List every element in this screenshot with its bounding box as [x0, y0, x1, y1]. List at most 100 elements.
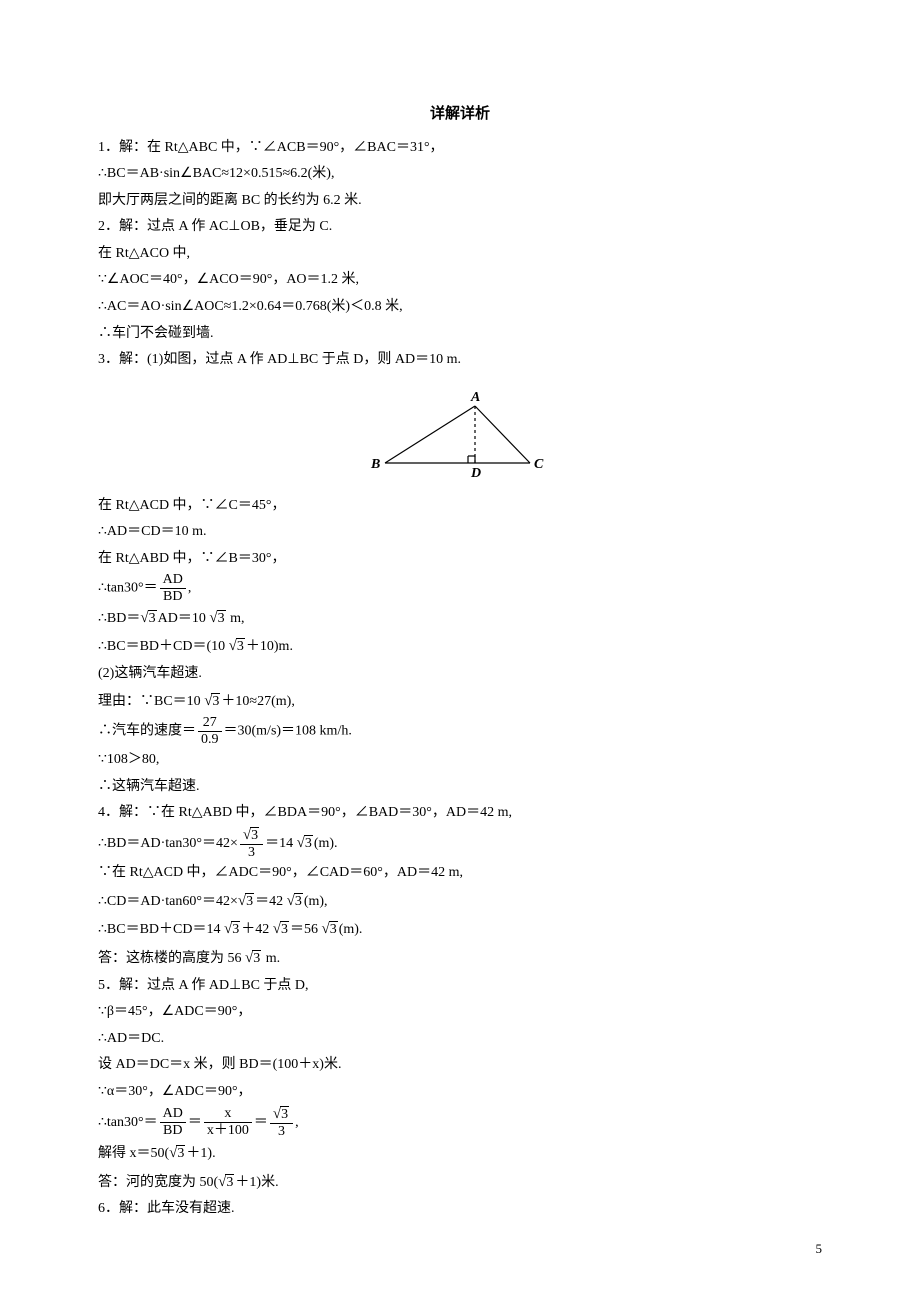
text: 1．解：在 Rt△ABC 中，∵∠ACB＝90°，∠BAC＝31°， — [98, 140, 444, 155]
sqrt-icon: √3 — [204, 687, 220, 716]
text: ∴tan30°＝ — [98, 1114, 158, 1129]
denominator: x＋100 — [204, 1123, 252, 1138]
text: ∴BD＝ — [98, 611, 140, 626]
solution-line: 1．解：在 Rt△ABC 中，∵∠ACB＝90°，∠BAC＝31°， — [98, 135, 822, 162]
solution-line: ∵β＝45°，∠ADC＝90°， — [98, 999, 822, 1026]
solution-line: 4．解：∵在 Rt△ABD 中，∠BDA＝90°，∠BAD＝30°，AD＝42 … — [98, 800, 822, 827]
text: (2)这辆汽车超速. — [98, 666, 202, 681]
denominator: 3 — [240, 845, 263, 860]
sqrt-arg: 3 — [304, 835, 313, 851]
solution-line: 理由：∵BC＝10 √3＋10≈27(m), — [98, 687, 822, 716]
text: ∴汽车的速度＝ — [98, 724, 196, 739]
solution-line: ∴AC＝AO·sin∠AOC≈1.2×0.64＝0.768(米)＜0.8 米, — [98, 294, 822, 321]
solution-line: 在 Rt△ABD 中，∵∠B＝30°， — [98, 546, 822, 573]
solution-line: ∴车门不会碰到墙. — [98, 321, 822, 348]
text: 在 Rt△ACO 中, — [98, 246, 190, 261]
solution-line: ∴tan30°＝ADBD＝xx＋100＝√33, — [98, 1106, 822, 1139]
sqrt-arg: 3 — [250, 827, 259, 843]
denominator: 0.9 — [198, 732, 222, 747]
fraction: ADBD — [160, 1107, 186, 1138]
text: ＋1)米. — [235, 1175, 278, 1190]
text: 5．解：过点 A 作 AD⊥BC 于点 D, — [98, 978, 309, 993]
solution-line: ∴CD＝AD·tan60°＝42×√3＝42 √3(m), — [98, 887, 822, 916]
fraction: √33 — [240, 827, 263, 860]
sqrt-arg: 3 — [225, 1174, 234, 1190]
sqrt-arg: 3 — [280, 921, 289, 937]
fraction: √33 — [270, 1106, 293, 1139]
text: ∵108＞80, — [98, 752, 159, 767]
sqrt-arg: 3 — [148, 610, 157, 626]
text: ∵β＝45°，∠ADC＝90°， — [98, 1004, 251, 1019]
numerator: x — [204, 1107, 252, 1123]
text: ∴AD＝DC. — [98, 1031, 164, 1046]
sqrt-arg: 3 — [329, 921, 338, 937]
sqrt-arg: 3 — [236, 638, 245, 654]
text: ∴AC＝AO·sin∠AOC≈1.2×0.64＝0.768(米)＜0.8 米, — [98, 299, 403, 314]
solution-line: 答：河的宽度为 50(√3＋1)米. — [98, 1168, 822, 1197]
numerator: AD — [160, 1107, 186, 1123]
solution-line: ∴AD＝DC. — [98, 1026, 822, 1053]
page: 详解详析 1．解：在 Rt△ABC 中，∵∠ACB＝90°，∠BAC＝31°， … — [0, 0, 920, 1302]
solution-line: ∴BD＝√3AD＝10 √3 m, — [98, 604, 822, 633]
text: m, — [227, 611, 245, 626]
text: 4．解：∵在 Rt△ABD 中，∠BDA＝90°，∠BAD＝30°，AD＝42 … — [98, 805, 512, 820]
sqrt-icon: √3 — [243, 827, 259, 843]
sqrt-icon: √3 — [229, 632, 245, 661]
numerator: AD — [160, 573, 186, 589]
sqrt-arg: 3 — [211, 693, 220, 709]
text: ＋42 — [241, 922, 273, 937]
text: 解得 x＝50( — [98, 1146, 169, 1161]
solution-line: ∴tan30°＝ADBD, — [98, 573, 822, 604]
text: ∴BD＝AD·tan30°＝42× — [98, 836, 238, 851]
text: ＋1). — [186, 1146, 215, 1161]
text: ∴BC＝BD＋CD＝(10 — [98, 639, 229, 654]
text: ＝ — [188, 1114, 202, 1129]
solution-line: 即大厅两层之间的距离 BC 的长约为 6.2 米. — [98, 188, 822, 215]
numerator: √3 — [240, 827, 263, 845]
text: 设 AD＝DC＝x 米，则 BD＝(100＋x)米. — [98, 1057, 341, 1072]
text: 答：河的宽度为 50( — [98, 1175, 218, 1190]
solution-line: ∴BC＝BD＋CD＝(10 √3＋10)m. — [98, 632, 822, 661]
solution-line: ∵在 Rt△ACD 中，∠ADC＝90°，∠CAD＝60°，AD＝42 m, — [98, 860, 822, 887]
section-title: 详解详析 — [98, 100, 822, 129]
sqrt-icon: √3 — [169, 1139, 185, 1168]
text: 在 Rt△ACD 中，∵∠C＝45°， — [98, 498, 286, 513]
solution-line: 2．解：过点 A 作 AC⊥OB，垂足为 C. — [98, 214, 822, 241]
solution-line: ∵108＞80, — [98, 747, 822, 774]
text: , — [295, 1114, 299, 1129]
text: (m), — [304, 894, 328, 909]
text: ＝30(m/s)＝108 km/h. — [224, 724, 352, 739]
text: ＝ — [254, 1114, 268, 1129]
solution-line: 在 Rt△ACD 中，∵∠C＝45°， — [98, 493, 822, 520]
svg-text:C: C — [534, 457, 544, 472]
text: ∴BC＝BD＋CD＝14 — [98, 922, 224, 937]
sqrt-icon: √3 — [238, 887, 254, 916]
solution-line: (2)这辆汽车超速. — [98, 661, 822, 688]
text: ∵在 Rt△ACD 中，∠ADC＝90°，∠CAD＝60°，AD＝42 m, — [98, 865, 463, 880]
text: 理由：∵BC＝10 — [98, 694, 204, 709]
solution-line: ∴这辆汽车超速. — [98, 774, 822, 801]
text: ＋10)m. — [246, 639, 293, 654]
triangle-diagram: ABCD — [98, 388, 822, 483]
text: ∴tan30°＝ — [98, 580, 158, 595]
text: ∵α＝30°，∠ADC＝90°， — [98, 1084, 252, 1099]
sqrt-arg: 3 — [294, 893, 303, 909]
solution-line: 5．解：过点 A 作 AD⊥BC 于点 D, — [98, 973, 822, 1000]
page-number: 5 — [816, 1237, 823, 1262]
sqrt-arg: 3 — [245, 893, 254, 909]
svg-text:A: A — [470, 390, 480, 405]
numerator: 27 — [198, 716, 222, 732]
text: ∴车门不会碰到墙. — [98, 326, 214, 341]
text: ＝56 — [290, 922, 322, 937]
fraction: ADBD — [160, 573, 186, 604]
text: AD＝10 — [158, 611, 210, 626]
text: ＝14 — [265, 836, 297, 851]
sqrt-icon: √3 — [297, 829, 313, 858]
text: 3．解：(1)如图，过点 A 作 AD⊥BC 于点 D，则 AD＝10 m. — [98, 352, 461, 367]
sqrt-arg: 3 — [231, 921, 240, 937]
sqrt-icon: √3 — [245, 944, 261, 973]
sqrt-arg: 3 — [176, 1145, 185, 1161]
fraction: xx＋100 — [204, 1107, 252, 1138]
solution-line: ∴AD＝CD＝10 m. — [98, 519, 822, 546]
text: (m). — [314, 836, 338, 851]
